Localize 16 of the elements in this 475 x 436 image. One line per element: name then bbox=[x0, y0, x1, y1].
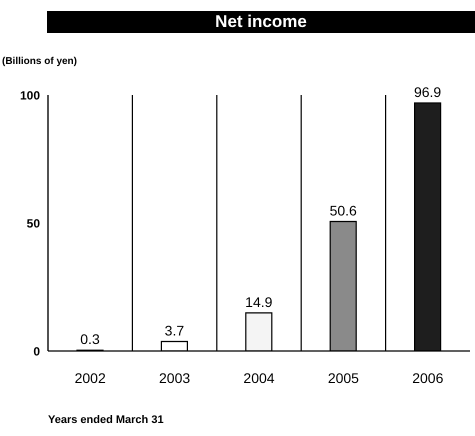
data-label: 14.9 bbox=[245, 294, 273, 310]
x-tick-label: 2005 bbox=[328, 370, 360, 386]
y-tick-label: 0 bbox=[33, 344, 40, 358]
x-tick-label: 2002 bbox=[74, 370, 106, 386]
data-label: 3.7 bbox=[164, 322, 184, 339]
data-label: 50.6 bbox=[330, 202, 358, 218]
y-tick-label: 100 bbox=[20, 88, 40, 102]
data-label: 96.9 bbox=[414, 84, 442, 100]
chart-title: Net income bbox=[47, 11, 475, 33]
x-tick-label: 2003 bbox=[159, 370, 190, 386]
x-tick-label: 2004 bbox=[243, 370, 275, 386]
y-axis-title: (Billions of yen) bbox=[2, 56, 77, 67]
x-tick-label: 2006 bbox=[412, 370, 444, 386]
data-label: 0.3 bbox=[80, 331, 100, 348]
x-axis-title: Years ended March 31 bbox=[48, 414, 164, 426]
y-tick-label: 50 bbox=[26, 216, 40, 230]
